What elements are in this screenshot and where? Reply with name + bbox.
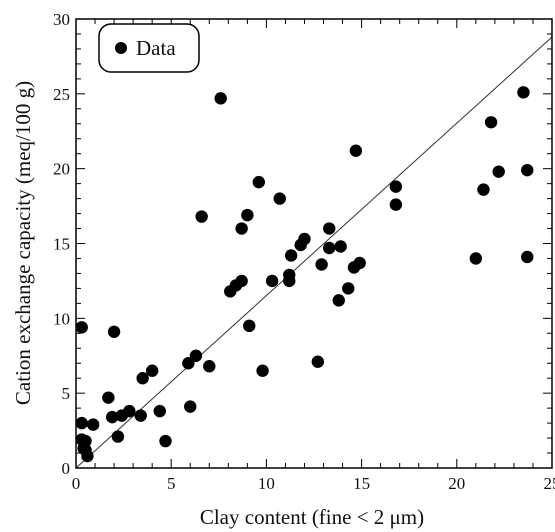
data-point bbox=[195, 210, 208, 223]
x-tick-label: 5 bbox=[167, 474, 176, 493]
data-point bbox=[102, 391, 115, 404]
legend-marker bbox=[115, 42, 127, 54]
y-tick-label: 5 bbox=[62, 384, 71, 403]
data-point bbox=[203, 360, 216, 373]
data-point bbox=[477, 183, 490, 196]
minor-ticks bbox=[76, 19, 552, 468]
data-point bbox=[252, 175, 265, 189]
data-points bbox=[75, 86, 534, 463]
y-tick-label: 25 bbox=[53, 85, 70, 104]
data-point bbox=[182, 357, 195, 370]
x-tick-label: 0 bbox=[72, 474, 81, 493]
data-point bbox=[153, 404, 166, 418]
data-point bbox=[241, 208, 254, 222]
data-point bbox=[349, 144, 363, 157]
x-tick-label: 10 bbox=[258, 474, 275, 493]
fit-line bbox=[75, 36, 553, 469]
data-point bbox=[517, 86, 530, 99]
data-point bbox=[214, 92, 227, 105]
data-point bbox=[123, 404, 136, 418]
major-ticks bbox=[75, 18, 553, 469]
data-point bbox=[284, 249, 298, 262]
data-point bbox=[256, 364, 269, 377]
data-point bbox=[311, 355, 325, 368]
data-point bbox=[353, 256, 366, 270]
data-point bbox=[145, 364, 159, 377]
data-point bbox=[189, 349, 203, 362]
plot-frame bbox=[75, 18, 553, 469]
legend-label: Data bbox=[136, 36, 176, 60]
data-point bbox=[75, 416, 88, 430]
data-point bbox=[265, 274, 279, 288]
data-point bbox=[323, 222, 336, 235]
y-tick-labels: 0 5 10 15 20 25 30 bbox=[53, 10, 70, 478]
y-tick-label: 15 bbox=[53, 235, 70, 254]
data-point bbox=[342, 282, 355, 295]
data-point bbox=[136, 372, 149, 385]
data-point bbox=[298, 232, 311, 246]
data-point bbox=[332, 294, 345, 307]
y-tick-label: 30 bbox=[53, 10, 70, 29]
data-point bbox=[235, 274, 248, 288]
data-point bbox=[235, 222, 248, 235]
data-point bbox=[273, 192, 286, 205]
y-tick-label: 10 bbox=[53, 309, 70, 328]
data-point bbox=[111, 430, 125, 443]
x-tick-labels: 0 5 10 15 20 25 bbox=[72, 474, 555, 493]
data-point bbox=[79, 434, 92, 448]
x-axis-title: Clay content (fine < 2 μm) bbox=[200, 505, 424, 529]
data-point bbox=[492, 165, 505, 178]
x-tick-label: 25 bbox=[544, 474, 555, 493]
data-point bbox=[469, 252, 483, 265]
data-point bbox=[521, 163, 534, 177]
data-point bbox=[323, 241, 336, 255]
legend-box bbox=[98, 23, 200, 73]
data-point bbox=[184, 400, 197, 413]
y-tick-label: 20 bbox=[53, 160, 70, 179]
legend: Data bbox=[98, 23, 200, 73]
data-point bbox=[389, 180, 403, 193]
data-point bbox=[315, 258, 328, 271]
x-tick-label: 15 bbox=[353, 474, 370, 493]
data-point bbox=[243, 319, 256, 333]
y-tick-label: 0 bbox=[62, 459, 71, 478]
data-point bbox=[389, 198, 403, 211]
data-point bbox=[283, 268, 296, 282]
data-point bbox=[81, 449, 94, 463]
data-point bbox=[159, 434, 172, 448]
data-point bbox=[484, 116, 498, 129]
data-point bbox=[86, 418, 100, 431]
data-point bbox=[105, 410, 119, 424]
data-point bbox=[521, 250, 534, 264]
y-axis-title: Cation exchange capacity (meq/100 g) bbox=[11, 81, 35, 405]
data-point bbox=[334, 240, 347, 253]
data-point bbox=[134, 409, 147, 422]
data-point bbox=[75, 321, 88, 334]
data-point bbox=[107, 325, 121, 339]
x-tick-label: 20 bbox=[448, 474, 465, 493]
